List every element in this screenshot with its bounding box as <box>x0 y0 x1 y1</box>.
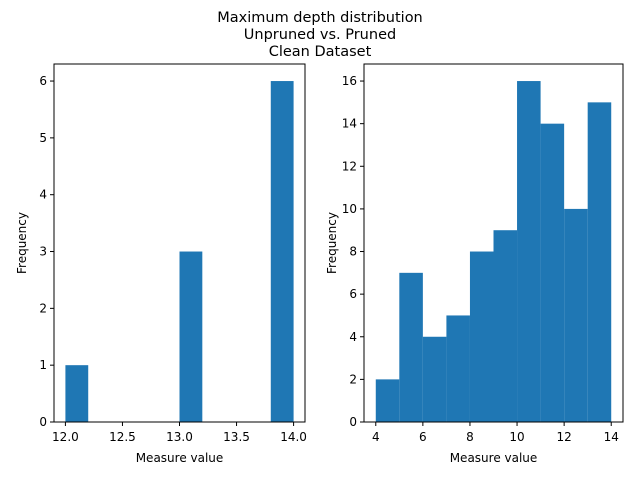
histogram-bar <box>564 208 588 422</box>
x-tick-label: 13.0 <box>166 430 193 444</box>
y-tick-label: 6 <box>39 74 47 88</box>
histogram-bar <box>587 102 612 422</box>
x-axis-label: Measure value <box>136 451 224 465</box>
y-axis-label: Frequency <box>325 212 339 274</box>
y-tick-label: 0 <box>39 415 47 429</box>
y-tick-label: 4 <box>349 330 357 344</box>
y-tick-label: 0 <box>349 415 357 429</box>
y-tick-label: 2 <box>39 301 47 315</box>
y-axis-label: Frequency <box>15 212 29 274</box>
y-tick-label: 2 <box>349 372 357 386</box>
histogram-bar <box>540 123 565 423</box>
histogram-bar <box>399 272 423 422</box>
right-histogram: 4 6 8 10 12 14 0 2 4 6 8 10 12 14 16 Measure value Frequ… <box>325 63 624 465</box>
x-tick-label: 12.5 <box>109 430 136 444</box>
y-tick-label: 5 <box>39 131 47 145</box>
y-tick-label: 4 <box>39 188 47 202</box>
histogram-bar <box>493 230 518 422</box>
x-tick-label: 4 <box>372 430 380 444</box>
figure-title-line-3: Clean Dataset <box>269 44 372 60</box>
y-tick-label: 8 <box>349 245 357 259</box>
y-tick-label: 12 <box>342 159 357 173</box>
histogram-bar <box>179 251 203 422</box>
histogram-bar <box>270 81 294 423</box>
x-tick-label: 12 <box>556 430 571 444</box>
histogram-bar <box>375 379 400 422</box>
x-tick-label: 10 <box>509 430 524 444</box>
x-axis-label: Measure value <box>450 451 538 465</box>
x-tick-label: 12.0 <box>52 430 79 444</box>
y-tick-label: 3 <box>39 245 47 259</box>
y-tick-label: 6 <box>349 287 357 301</box>
y-tick-label: 1 <box>39 358 47 372</box>
y-tick-label: 14 <box>342 117 357 131</box>
x-tick-label: 6 <box>419 430 427 444</box>
histogram-bar <box>446 315 470 422</box>
y-tick-label: 16 <box>342 74 357 88</box>
figure-title-line-1: Maximum depth distribution <box>217 10 423 26</box>
x-tick-label: 14 <box>604 430 619 444</box>
x-tick-label: 13.5 <box>223 430 250 444</box>
left-histogram: 12.0 12.5 13.0 13.5 14.0 0 1 2 3 4 5 6 Measure value… <box>15 63 307 465</box>
figure-title-line-2: Unpruned vs. Pruned <box>244 27 396 43</box>
x-tick-label: 8 <box>466 430 474 444</box>
axes-frame <box>363 63 624 423</box>
histogram-bar <box>517 81 541 423</box>
x-tick-label: 14.0 <box>280 430 307 444</box>
histogram-bar <box>65 365 89 422</box>
histogram-bar <box>469 251 494 422</box>
histogram-bar <box>422 336 447 422</box>
y-tick-label: 10 <box>342 202 357 216</box>
